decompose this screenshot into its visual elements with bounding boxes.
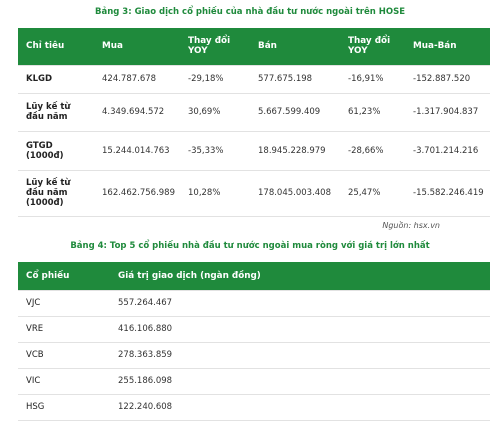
cell: 178.045.003.408	[250, 169, 340, 217]
table-row: HSG 122.240.608	[18, 393, 490, 421]
table-row: VIC 255.186.098	[18, 367, 490, 394]
cell: -16,91%	[340, 64, 405, 93]
table-title: Bảng 4: Top 5 cổ phiếu nhà đầu tư nước n…	[70, 241, 430, 251]
header-cell: Giá trị giao dịch (ngàn đồng)	[110, 262, 490, 290]
header-row: Chỉ tiêu Mua Thay đổi YOY Bán Thay đổi YOY Mu…	[18, 28, 490, 65]
cell: 557.264.467	[110, 289, 490, 316]
cell: 278.363.859	[110, 341, 490, 368]
row-label: KLGD	[18, 64, 94, 93]
cell: 162.462.756.989	[94, 169, 180, 217]
cell: 4.349.694.572	[94, 92, 180, 131]
cell: -3.701.214.216	[405, 130, 490, 170]
cell: -29,18%	[180, 64, 250, 93]
cell: 122.240.608	[110, 393, 490, 421]
header-row: Cổ phiếu Giá trị giao dịch (ngàn đồng)	[18, 262, 490, 290]
row-label: VCB	[18, 341, 110, 368]
foreign-trading-table: Chỉ tiêu Mua Thay đổi YOY Bán Thay đổi YOY Mu…	[18, 28, 490, 217]
table-title: Bảng 3: Giao dịch cổ phiếu của nhà đầu t…	[94, 7, 406, 17]
cell: -15.582.246.419	[405, 169, 490, 217]
header-cell: Thay đổi YOY	[180, 28, 250, 65]
row-label: VIC	[18, 367, 110, 394]
table-row: GTGD (1000đ) 15.244.014.763 -35,33% 18.945.…	[18, 130, 490, 170]
table-row: Lũy kế từ đầu năm (1000đ) 162.462.756.989…	[18, 169, 490, 217]
table-row: Lũy kế từ đầu năm 4.349.694.572 30,69% 5.66…	[18, 92, 490, 131]
cell: -152.887.520	[405, 64, 490, 93]
header-cell: Mua	[94, 28, 180, 65]
row-label: Lũy kế từ đầu năm (1000đ)	[18, 169, 94, 217]
cell: 424.787.678	[94, 64, 180, 93]
table-row: KLGD 424.787.678 -29,18% 577.675.198 -16,91%…	[18, 64, 490, 93]
cell: 15.244.014.763	[94, 130, 180, 170]
table-row: VRE 416.106.880	[18, 315, 490, 342]
cell: 61,23%	[340, 92, 405, 131]
cell: -1.317.904.837	[405, 92, 490, 131]
table-row: VCB 278.363.859	[18, 341, 490, 368]
header-cell: Bán	[250, 28, 340, 65]
header-cell: Cổ phiếu	[18, 262, 110, 290]
cell: 30,69%	[180, 92, 250, 131]
header-cell: Thay đổi YOY	[340, 28, 405, 65]
cell: 5.667.599.409	[250, 92, 340, 131]
cell: -28,66%	[340, 130, 405, 170]
cell: 10,28%	[180, 169, 250, 217]
cell: 416.106.880	[110, 315, 490, 342]
row-label: VJC	[18, 289, 110, 316]
top-stocks-table: Cổ phiếu Giá trị giao dịch (ngàn đồng) VJC…	[18, 262, 490, 421]
table-row: VJC 557.264.467	[18, 289, 490, 316]
cell: 577.675.198	[250, 64, 340, 93]
row-label: VRE	[18, 315, 110, 342]
cell: 25,47%	[340, 169, 405, 217]
cell: -35,33%	[180, 130, 250, 170]
cell: 18.945.228.979	[250, 130, 340, 170]
cell: 255.186.098	[110, 367, 490, 394]
row-label: GTGD (1000đ)	[18, 130, 94, 170]
row-label: Lũy kế từ đầu năm	[18, 92, 94, 131]
header-cell: Mua-Bán	[405, 28, 490, 65]
row-label: HSG	[18, 393, 110, 421]
header-cell: Chỉ tiêu	[18, 28, 94, 65]
source-note: Nguồn: hsx.vn	[382, 221, 440, 230]
